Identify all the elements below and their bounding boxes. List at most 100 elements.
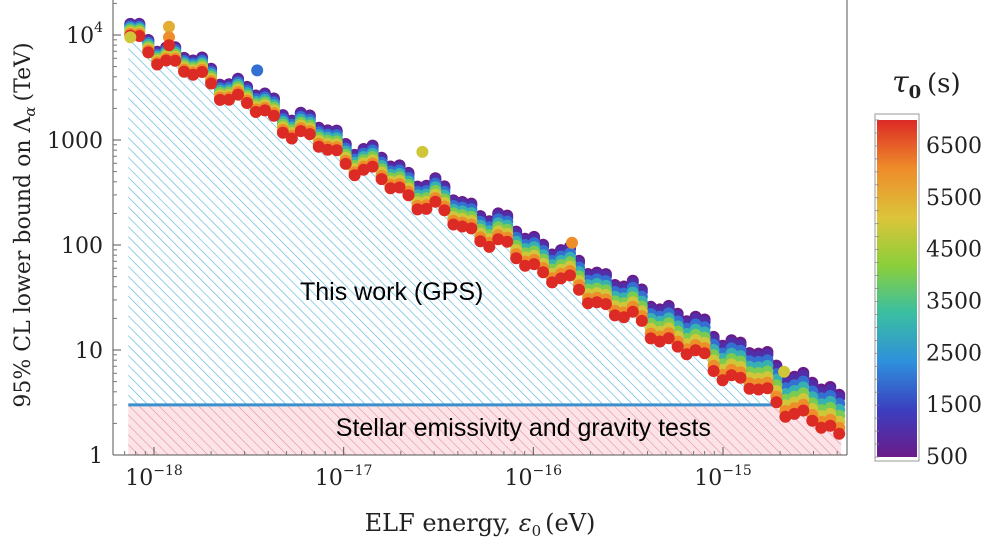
point: [671, 340, 684, 353]
point: [465, 222, 478, 235]
point: [366, 160, 379, 173]
point: [456, 220, 469, 233]
x-tick-label: 10−16: [505, 463, 563, 491]
data-points: [124, 17, 846, 440]
stellar-region-label: Stellar emissivity and gravity tests: [336, 414, 711, 442]
point: [187, 68, 200, 81]
point: [267, 109, 280, 122]
y-tick-label: 100: [61, 234, 103, 259]
point: [142, 46, 155, 59]
point: [698, 347, 711, 360]
point: [251, 64, 264, 77]
series-7000: [124, 29, 846, 440]
point: [566, 236, 578, 249]
point: [429, 195, 442, 208]
colorbar: τ0 (s) 500 1500 2500 3500 4500 5500 6500: [874, 65, 982, 470]
point: [416, 145, 429, 158]
point: [626, 305, 639, 318]
colorbar-tick-label: 5500: [926, 186, 982, 211]
point: [734, 371, 747, 384]
point: [770, 396, 783, 409]
gps-region-label: This work (GPS): [300, 278, 483, 306]
colorbar-gradient: [877, 120, 917, 457]
colorbar-tick-label: 4500: [926, 238, 982, 263]
point: [528, 258, 541, 271]
point: [537, 266, 550, 279]
point: [833, 427, 846, 440]
point: [725, 369, 738, 382]
y-axis-label: 95% CL lower bound on Λα(TeV): [11, 42, 39, 407]
point: [384, 182, 397, 195]
point: [761, 382, 774, 395]
colorbar-tick-label: 3500: [926, 289, 982, 314]
point: [160, 54, 173, 67]
point: [815, 421, 828, 434]
point: [743, 382, 756, 395]
point: [483, 240, 496, 253]
point: [662, 332, 675, 345]
point: [258, 104, 271, 117]
point: [492, 233, 505, 246]
point: [644, 332, 657, 345]
point: [519, 259, 532, 272]
point: [590, 296, 603, 309]
colorbar-tick-label: 1500: [926, 393, 982, 418]
point: [375, 173, 388, 186]
point: [205, 77, 218, 90]
point: [617, 311, 630, 324]
point: [196, 66, 209, 78]
point: [707, 365, 720, 377]
y-tick-label: 10: [75, 339, 103, 364]
point: [806, 414, 819, 427]
point: [163, 20, 175, 33]
stellar-region-hatch: [128, 404, 842, 455]
point: [797, 404, 810, 417]
point: [420, 202, 433, 215]
point: [276, 126, 289, 139]
point: [241, 97, 253, 109]
point: [752, 383, 765, 396]
point: [321, 143, 334, 156]
point: [402, 189, 415, 202]
point: [124, 31, 137, 44]
x-tick-label: 10−15: [694, 463, 752, 491]
x-tick-label: 10−18: [125, 463, 183, 491]
colorbar-title: τ0: [892, 65, 921, 103]
colorbar-ticks: 500 1500 2500 3500 4500 5500 6500: [875, 119, 982, 470]
x-tick-label: 10−17: [315, 463, 373, 491]
point: [501, 235, 514, 248]
point: [411, 203, 424, 216]
point: [348, 169, 361, 182]
point: [438, 204, 451, 217]
point: [339, 157, 352, 170]
point: [582, 297, 594, 310]
point: [393, 181, 406, 194]
point: [716, 374, 729, 387]
point: [689, 344, 702, 357]
axis-ticks: 10−18 10−17 10−16 10−15 104 1000 100 10 1: [47, 2, 838, 491]
point: [330, 144, 343, 157]
point: [824, 419, 837, 432]
series-start-outliers: [124, 20, 175, 52]
point: [133, 30, 146, 42]
plot-frame: [112, 0, 848, 456]
point: [285, 132, 298, 145]
colorbar-tick-label: 500: [926, 445, 968, 470]
point: [510, 252, 523, 265]
point: [564, 269, 576, 282]
point: [778, 365, 791, 378]
point: [608, 309, 621, 322]
colorbar-unit: (s): [927, 69, 961, 99]
point: [474, 235, 487, 248]
y-tick-label: 104: [66, 20, 103, 49]
colorbar-tick-label: 2500: [926, 341, 982, 366]
point: [357, 163, 370, 176]
point: [779, 410, 792, 423]
point: [573, 283, 585, 296]
point: [169, 54, 182, 67]
point: [635, 314, 648, 327]
colorbar-tick-label: 6500: [926, 134, 982, 159]
point: [249, 106, 262, 118]
y-tick-label: 1: [89, 444, 103, 469]
